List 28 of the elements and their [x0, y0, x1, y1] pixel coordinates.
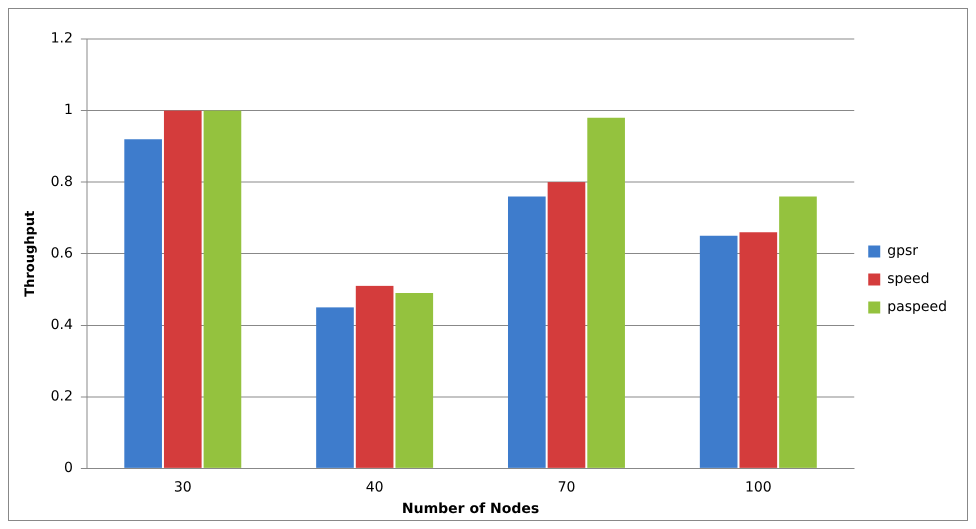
bar [316, 307, 354, 468]
x-tick-label: 100 [744, 479, 772, 496]
y-tick-label: 1.2 [50, 30, 73, 47]
bar [164, 110, 202, 468]
x-tick-label: 40 [366, 479, 384, 496]
legend-label: gpsr [887, 243, 918, 260]
bar [779, 196, 817, 468]
bar [508, 196, 546, 468]
bar [124, 139, 162, 468]
bar [356, 286, 394, 468]
y-tick-label: 0.4 [50, 316, 73, 333]
legend-label: paspeed [887, 299, 948, 316]
y-tick-label: 0.8 [50, 174, 73, 190]
x-tick-label: 70 [558, 479, 576, 496]
bar [548, 182, 586, 468]
bar [587, 118, 625, 468]
x-tick-label: 30 [174, 479, 192, 496]
y-tick-label: 1 [64, 102, 73, 118]
y-tick-label: 0 [64, 460, 73, 476]
bar [395, 293, 434, 468]
bar [739, 232, 778, 468]
legend-label: speed [887, 271, 930, 288]
bar [204, 110, 242, 468]
y-tick-label: 0.2 [50, 388, 73, 404]
x-axis-title: Number of Nodes [402, 501, 540, 518]
y-axis-title: Throughput [23, 210, 38, 297]
bar [700, 236, 738, 468]
y-tick-label: 0.6 [50, 245, 73, 262]
